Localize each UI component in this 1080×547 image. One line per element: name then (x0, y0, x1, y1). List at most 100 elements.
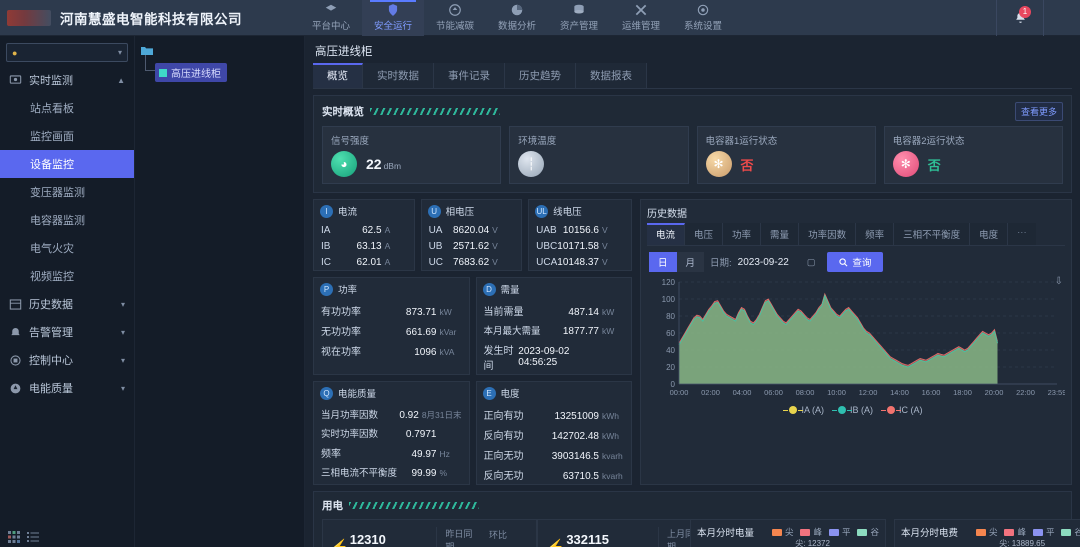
sidebar-group-0[interactable]: 实时监测 ▲ (0, 66, 134, 94)
sidebar-item-6[interactable]: 视频监控 (30, 271, 74, 283)
history-tab-8[interactable]: ··· (1008, 223, 1036, 245)
donut2-body[interactable]: 133342.27元尖: 13889.6510.42%峰: 7395.045.5… (901, 539, 1080, 547)
legend-swatch (828, 528, 839, 536)
metric-row: 当前需量 487.14 kW (477, 300, 632, 320)
metric-key: 正向有功 (483, 410, 524, 422)
nav-item-label: 节能减碳 (435, 21, 474, 32)
metric-row: UAB 10156.6 V (529, 222, 631, 238)
energy-value: 12310 (349, 532, 386, 547)
nav-item-5[interactable]: 运维管理 (610, 0, 672, 36)
sidebar-item-2[interactable]: 设备监控 (0, 150, 134, 178)
history-controls: 日 月 日期: 2023-09-22 ▢ 查询 (647, 246, 1065, 274)
metric-row: 反向无功 63710.5 kvarh (477, 464, 632, 484)
donut1-body[interactable]: 332115kWh尖: 123723.73%峰: 6028518.15%平: 9… (697, 539, 879, 547)
legend-item-0[interactable]: IA (A) (783, 405, 824, 415)
sidebar-group-2[interactable]: 告警管理 ▾ (0, 318, 134, 346)
metric-key: IB (321, 240, 331, 252)
donut-legend-item-0[interactable]: 尖 (771, 526, 793, 538)
overview-card-1[interactable]: 环境温度 ┆ (509, 126, 689, 184)
metric-title: 电流 (338, 207, 358, 218)
current-area-chart[interactable]: ⇩ 0 20 40 60 80 100 120 00:00 02:00 04:00 06:00 08:… (647, 276, 1065, 404)
overview-card-3[interactable]: 电容器2运行状态 ✻ 否 (883, 126, 1063, 184)
nav-item-4[interactable]: 资产管理 (548, 0, 610, 36)
history-tab-6[interactable]: 三相不平衡度 (894, 223, 971, 245)
avatar[interactable] (1044, 0, 1080, 36)
list-view-icon[interactable] (27, 531, 39, 543)
chevron-icon: ▲ (117, 75, 125, 85)
history-tabs: 电流 电压 功率 需量 功率因数 频率 三相不平衡度 电度 ··· (647, 223, 1065, 246)
tab-2[interactable]: 事件记录 (434, 63, 505, 88)
metric-unit: kVA (439, 346, 455, 357)
history-tab-3[interactable]: 需量 (761, 223, 800, 245)
tree-node-high-voltage-cabinet[interactable]: 高压进线柜 (145, 55, 298, 82)
sidebar-group-4[interactable]: 电能质量 ▾ (0, 374, 134, 402)
top-nav: 平台中心 安全运行 节能减碳 数据分析 资产管理 运维管理 系统设置 (300, 0, 734, 36)
site-select[interactable]: ● ▾ (6, 43, 128, 62)
tree-root[interactable] (141, 46, 298, 56)
metric-row-0: I 电流 IA 62.5 A IB 63.13 A IC 62.01 A U 相电压 UA 8620.04 V… (313, 199, 632, 271)
svg-text:04:00: 04:00 (733, 388, 752, 397)
donut-legend-item-0[interactable]: 尖 (975, 526, 997, 538)
history-tab-4[interactable]: 功率因数 (799, 223, 857, 245)
metric-chip-icon: Q (320, 386, 333, 400)
legend-item-1[interactable]: IB (A) (832, 405, 873, 415)
sidebar-item-5[interactable]: 电气火灾 (30, 243, 74, 255)
download-icon[interactable]: ⇩ (1054, 276, 1063, 287)
sidebar-group-label: 控制中心 (29, 355, 73, 367)
legend-dot (783, 406, 804, 414)
card-unit: dBm (383, 161, 402, 171)
nav-item-6[interactable]: 系统设置 (672, 0, 734, 36)
query-button[interactable]: 查询 (827, 252, 884, 272)
donut-legend-item-3[interactable]: 谷 (857, 526, 879, 538)
nav-item-2[interactable]: 节能减碳 (424, 0, 486, 36)
legend-swatch (1004, 528, 1015, 536)
donut-legend-item-2[interactable]: 平 (828, 526, 850, 538)
history-tab-5[interactable]: 频率 (856, 223, 895, 245)
energy-card-0: ⚡12310当日用电 kWh昨日同期16930环比27.29% ▼ (322, 519, 538, 547)
period-month-button[interactable]: 月 (676, 252, 705, 272)
tools-icon (635, 4, 647, 16)
overview-title: 实时概览 (322, 106, 364, 118)
capacitor-icon: ✻ (705, 151, 732, 177)
svg-text:20:00: 20:00 (985, 388, 1004, 397)
sidebar-item-0[interactable]: 站点看板 (30, 103, 74, 115)
svg-text:60: 60 (666, 329, 675, 338)
history-tab-7[interactable]: 电度 (970, 223, 1009, 245)
tab-4[interactable]: 数据报表 (576, 63, 647, 88)
legend-dot (832, 406, 852, 414)
metric-key: UCA (536, 256, 558, 268)
metric-value: 10156.6 (562, 224, 599, 236)
tab-1[interactable]: 实时数据 (363, 63, 434, 88)
sidebar-group-1[interactable]: 历史数据 ▾ (0, 290, 134, 318)
nav-item-3[interactable]: 数据分析 (486, 0, 548, 36)
overview-card-0[interactable]: 信号强度 ◕ 22 dBm (322, 126, 502, 184)
donut-legend-item-3[interactable]: 谷 (1061, 526, 1080, 538)
donut-legend-item-1[interactable]: 峰 (800, 526, 822, 538)
company-logo (0, 0, 58, 36)
grid-view-icon[interactable] (8, 531, 20, 543)
tab-0[interactable]: 概览 (313, 63, 363, 88)
donut-legend-item-2[interactable]: 平 (1032, 526, 1054, 538)
history-tab-0[interactable]: 电流 (647, 223, 686, 245)
sidebar-item-3[interactable]: 变压器监测 (30, 187, 85, 199)
capacitor-icon: ✻ (892, 151, 919, 177)
nav-item-1[interactable]: 安全运行 (362, 0, 424, 36)
sidebar-group-3[interactable]: 控制中心 ▾ (0, 346, 134, 374)
history-tab-2[interactable]: 功率 (723, 223, 762, 245)
overview-card-2[interactable]: 电容器1运行状态 ✻ 否 (696, 126, 876, 184)
donut1-title: 本月分时电量 (697, 528, 755, 539)
tab-3[interactable]: 历史趋势 (505, 63, 576, 88)
metric-row: 当月功率因数 0.92 8月31日末 (314, 404, 469, 423)
nav-item-0[interactable]: 平台中心 (300, 0, 362, 36)
period-day-button[interactable]: 日 (649, 252, 677, 272)
view-more-button[interactable]: 查看更多 (1014, 102, 1063, 121)
date-input[interactable]: 2023-09-22 ▢ (738, 257, 816, 268)
sidebar-item-4[interactable]: 电容器监测 (30, 215, 85, 227)
sidebar-item-1[interactable]: 监控画面 (30, 131, 74, 143)
metric-chip-icon: I (320, 204, 333, 218)
metric-row: 发生时间 2023-09-02 04:56:25 (477, 339, 632, 374)
history-tab-1[interactable]: 电压 (685, 223, 724, 245)
donut-legend-item-1[interactable]: 峰 (1004, 526, 1026, 538)
notifications-button[interactable]: 1 (996, 0, 1044, 36)
legend-item-2[interactable]: IC (A) (881, 405, 923, 415)
